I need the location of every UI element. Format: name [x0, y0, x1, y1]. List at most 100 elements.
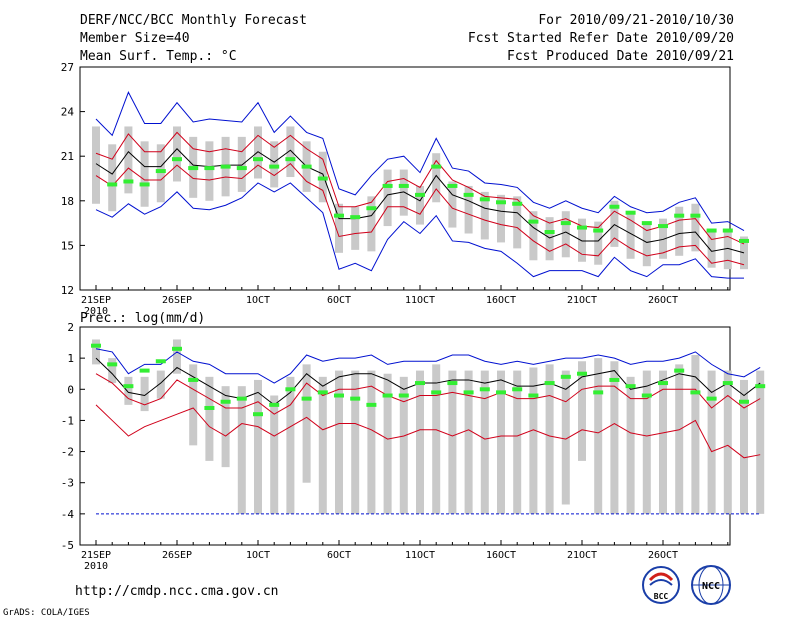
temp-member-marker	[139, 182, 150, 187]
temperature-panel: 12 15 18 21 24 27 21SEP 26SEP 1OCT 6OCT 11OCT 16OCT…	[61, 61, 749, 317]
prec-range-box	[448, 370, 457, 514]
prec-range-box	[691, 355, 700, 514]
prec-xtick-label: 21SEP	[81, 550, 111, 561]
prec-range-box	[659, 370, 667, 514]
temp-year-label: 2010	[84, 306, 108, 317]
temp-member-marker	[690, 213, 701, 218]
prec-member-marker	[382, 393, 393, 398]
temp-member-marker	[560, 221, 571, 226]
prec-member-marker	[722, 381, 733, 386]
prec-range-box	[610, 361, 619, 514]
temp-member-marker	[188, 166, 199, 171]
prec-range-box	[529, 367, 538, 514]
temp-range-box	[237, 136, 246, 192]
temp-range-box	[626, 211, 635, 259]
temp-xtick-label: 21OCT	[567, 295, 597, 306]
prec-ytick-label: -5	[61, 539, 74, 552]
temp-range-box	[335, 203, 343, 253]
temp-range-box	[92, 126, 100, 204]
prec-member-marker	[463, 390, 474, 395]
prec-range-box	[237, 386, 246, 514]
temp-range-box	[140, 141, 149, 207]
prec-range-box	[578, 361, 586, 461]
temp-range-box	[156, 144, 165, 203]
prec-upper-extreme-line	[95, 348, 761, 384]
ncc-logo: NCC	[691, 565, 731, 605]
temp-member-marker	[253, 157, 263, 162]
temp-member-marker	[658, 224, 668, 229]
prec-member-marker	[366, 402, 377, 407]
temp-member-marker	[107, 182, 118, 187]
prec-range-box	[254, 379, 262, 514]
prec-member-marker	[593, 390, 604, 395]
temp-range-box	[108, 144, 117, 212]
prec-range-box	[723, 370, 732, 514]
prec-range-box	[513, 370, 522, 514]
temp-ytick-label: 21	[61, 150, 74, 163]
prec-xtick-label: 21OCT	[567, 550, 597, 561]
prec-range-box	[675, 364, 684, 514]
temp-range-box	[205, 141, 214, 201]
prec-range-box	[270, 395, 279, 514]
prec-member-marker	[447, 381, 458, 386]
temp-member-marker	[415, 192, 425, 197]
grads-credit: GrADS: COLA/IGES	[3, 608, 90, 618]
temperature-plot-frame	[79, 66, 731, 291]
prec-member-marker	[512, 387, 523, 392]
temp-range-box	[173, 126, 181, 182]
temp-range-box	[367, 196, 376, 252]
temp-range-box	[416, 185, 424, 225]
prec-ytick-label: -1	[61, 414, 74, 427]
temp-range-box	[286, 126, 295, 178]
prec-range-box	[92, 339, 100, 365]
temp-range-box	[659, 218, 667, 259]
prec-member-marker	[334, 393, 344, 398]
temp-ytick-label: 15	[61, 239, 74, 252]
prec-member-marker	[220, 399, 231, 404]
temp-member-marker	[220, 164, 231, 169]
bcc-logo-text: BCC	[654, 592, 669, 601]
temp-ytick-label: 24	[61, 106, 75, 119]
prec-member-marker	[674, 368, 685, 373]
prec-mean-line	[95, 357, 761, 406]
temp-range-box	[497, 194, 505, 243]
prec-member-marker	[641, 393, 652, 398]
prec-ytick-label: -2	[61, 446, 74, 459]
prec-member-marker	[415, 381, 425, 386]
prec-member-marker	[739, 399, 749, 404]
temp-member-marker	[609, 204, 620, 209]
temp-range-box	[594, 221, 603, 265]
temp-upper-extreme-line	[95, 91, 745, 231]
prec-member-marker	[204, 405, 215, 410]
temp-range-box	[448, 181, 457, 228]
prec-range-box	[432, 364, 441, 514]
prec-member-marker	[431, 390, 442, 395]
prec-range-box	[399, 376, 408, 514]
source-url: http://cmdp.ncc.cma.gov.cn	[75, 584, 279, 599]
prec-member-marker	[236, 396, 247, 401]
prec-range-box	[707, 370, 716, 514]
temp-mean-line	[95, 148, 745, 254]
temp-member-marker	[366, 206, 377, 211]
temp-member-marker	[706, 228, 717, 233]
temp-range-box	[399, 169, 408, 216]
temp-range-box	[691, 203, 700, 252]
prec-range-box	[561, 370, 570, 505]
bottom-variable-label: Prec.: log(mm/d)	[80, 311, 205, 326]
temp-range-box	[480, 191, 489, 240]
prec-member-marker	[155, 359, 166, 364]
prec-range-box	[351, 370, 360, 514]
temp-member-marker	[512, 201, 523, 206]
temp-xtick-label: 6OCT	[327, 295, 351, 306]
temp-range-box	[723, 229, 732, 270]
prec-range-box	[594, 358, 603, 514]
temp-member-marker	[496, 200, 506, 205]
temp-xtick-label: 16OCT	[486, 295, 516, 306]
temp-member-marker	[593, 228, 604, 233]
prec-range-box	[156, 370, 165, 399]
prec-member-marker	[755, 384, 766, 389]
temp-range-box	[124, 126, 133, 194]
forecast-title: DERF/NCC/BCC Monthly Forecast	[80, 13, 307, 28]
temp-range-box	[351, 206, 360, 250]
